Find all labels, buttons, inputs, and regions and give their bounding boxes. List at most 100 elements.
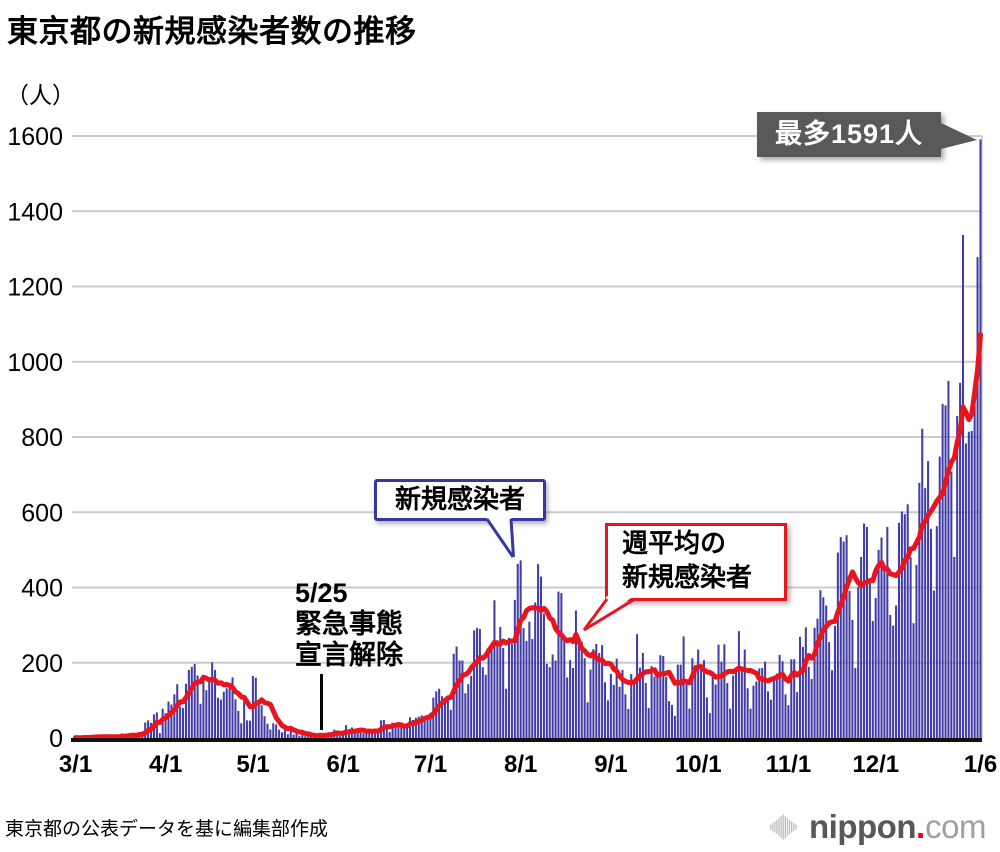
bar (717, 644, 720, 738)
emergency-declaration-note: 5/25 緊急事態 宣言解除 (295, 578, 403, 671)
bar (478, 628, 481, 738)
x-tick-label: 12/1 (852, 751, 899, 778)
bar (633, 681, 636, 738)
x-tick-label: 8/1 (504, 751, 537, 778)
bar (534, 602, 537, 738)
bar (409, 717, 412, 738)
nippon-com-logo: nippon. com (768, 808, 986, 846)
bar (240, 723, 243, 738)
bar (513, 599, 516, 738)
bar (458, 660, 461, 738)
bar (246, 720, 249, 738)
bar (423, 716, 426, 738)
bar (758, 668, 761, 738)
bar (959, 382, 962, 738)
bar (909, 557, 912, 738)
bar (339, 736, 342, 738)
bar (871, 620, 874, 738)
bar (921, 428, 924, 738)
daily-cases-callout: 新規感染者 (374, 479, 546, 521)
bar (161, 708, 164, 738)
bar (371, 729, 374, 738)
x-tick-label: 7/1 (414, 751, 447, 778)
y-tick-label: 800 (21, 424, 63, 452)
x-tick-label: 4/1 (149, 751, 182, 778)
bar (563, 640, 566, 738)
bar (618, 686, 621, 738)
bar (915, 564, 918, 738)
bar (857, 587, 860, 738)
bar (385, 727, 388, 738)
y-tick-label: 1200 (7, 274, 63, 302)
bar (647, 707, 650, 738)
bar (804, 627, 807, 738)
bar (612, 684, 615, 738)
bar (187, 669, 190, 738)
bar (170, 704, 173, 738)
bar (790, 659, 793, 738)
bar (470, 675, 473, 738)
bar (845, 535, 848, 738)
bar (950, 471, 953, 738)
bar (825, 605, 828, 738)
bar (787, 705, 790, 738)
bar (248, 720, 252, 738)
bar (851, 619, 854, 738)
bar (446, 698, 449, 738)
bar (929, 528, 933, 738)
bar (417, 716, 420, 738)
bar (368, 731, 371, 738)
bar (819, 590, 822, 738)
bar (740, 668, 743, 738)
bar (956, 415, 959, 738)
bar (464, 693, 467, 738)
bar (961, 234, 965, 738)
bar (865, 526, 868, 738)
x-tick-label: 10/1 (675, 751, 722, 778)
bar (502, 648, 505, 738)
bar (810, 678, 813, 738)
bar (877, 549, 880, 739)
bar (662, 655, 665, 738)
x-tick-label: 11/1 (766, 751, 811, 778)
bar (432, 697, 435, 738)
bar (831, 670, 834, 738)
bar (184, 683, 187, 738)
bar (190, 666, 193, 738)
bar (438, 688, 441, 738)
emergency-declaration-line2: 宣言解除 (295, 640, 403, 670)
bar (231, 677, 234, 738)
bar (525, 640, 528, 738)
bar (784, 694, 787, 738)
bar (208, 681, 211, 738)
bar (665, 677, 668, 738)
x-tick-label: 5/1 (236, 751, 269, 778)
bar (630, 674, 633, 738)
bar (173, 694, 176, 738)
bar (257, 703, 260, 738)
bar (601, 645, 604, 738)
bar (624, 694, 627, 738)
bar (461, 660, 464, 738)
y-tick-label: 600 (21, 499, 63, 527)
bar (895, 605, 898, 738)
bar (443, 699, 446, 738)
bar (737, 631, 740, 738)
max-value-callout: 最多1591人 (757, 112, 941, 157)
bar (289, 726, 292, 738)
bar (801, 646, 804, 738)
bar (636, 634, 639, 738)
bar (391, 722, 394, 738)
bar (732, 675, 735, 738)
bar (822, 597, 825, 738)
y-tick-label: 200 (21, 650, 63, 678)
bar (278, 729, 281, 738)
bar (263, 716, 266, 738)
soundwave-icon (770, 814, 797, 840)
bar (298, 736, 301, 738)
bar (839, 537, 842, 738)
bar (272, 723, 275, 738)
bar (883, 569, 886, 738)
bar (237, 710, 240, 738)
bar (566, 677, 569, 738)
